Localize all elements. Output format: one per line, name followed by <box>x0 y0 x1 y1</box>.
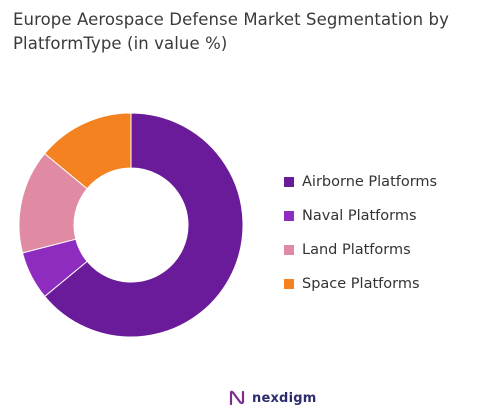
brand-footer: nexdigm <box>228 388 316 408</box>
legend-item-naval: Naval Platforms <box>284 199 437 233</box>
legend-item-land: Land Platforms <box>284 233 437 267</box>
legend-label-space: Space Platforms <box>302 276 420 292</box>
legend-label-airborne: Airborne Platforms <box>302 174 438 190</box>
donut-slice-space <box>43 112 132 190</box>
legend-swatch-airborne <box>284 177 294 187</box>
legend-swatch-naval <box>284 211 294 221</box>
donut-slice-airborne <box>43 112 244 338</box>
chart-title: Europe Aerospace Defense Market Segmenta… <box>13 10 449 53</box>
legend-item-airborne: Airborne Platforms <box>284 165 437 199</box>
brand-name: nexdigm <box>252 390 317 406</box>
nexdigm-logo-icon <box>229 390 245 406</box>
legend-label-land: Land Platforms <box>302 242 411 258</box>
legend-item-space: Space Platforms <box>284 267 437 301</box>
chart-legend: Airborne Platforms Naval Platforms Land … <box>284 165 437 301</box>
legend-swatch-land <box>284 245 294 255</box>
legend-label-naval: Naval Platforms <box>302 208 417 224</box>
legend-swatch-space <box>284 279 294 289</box>
